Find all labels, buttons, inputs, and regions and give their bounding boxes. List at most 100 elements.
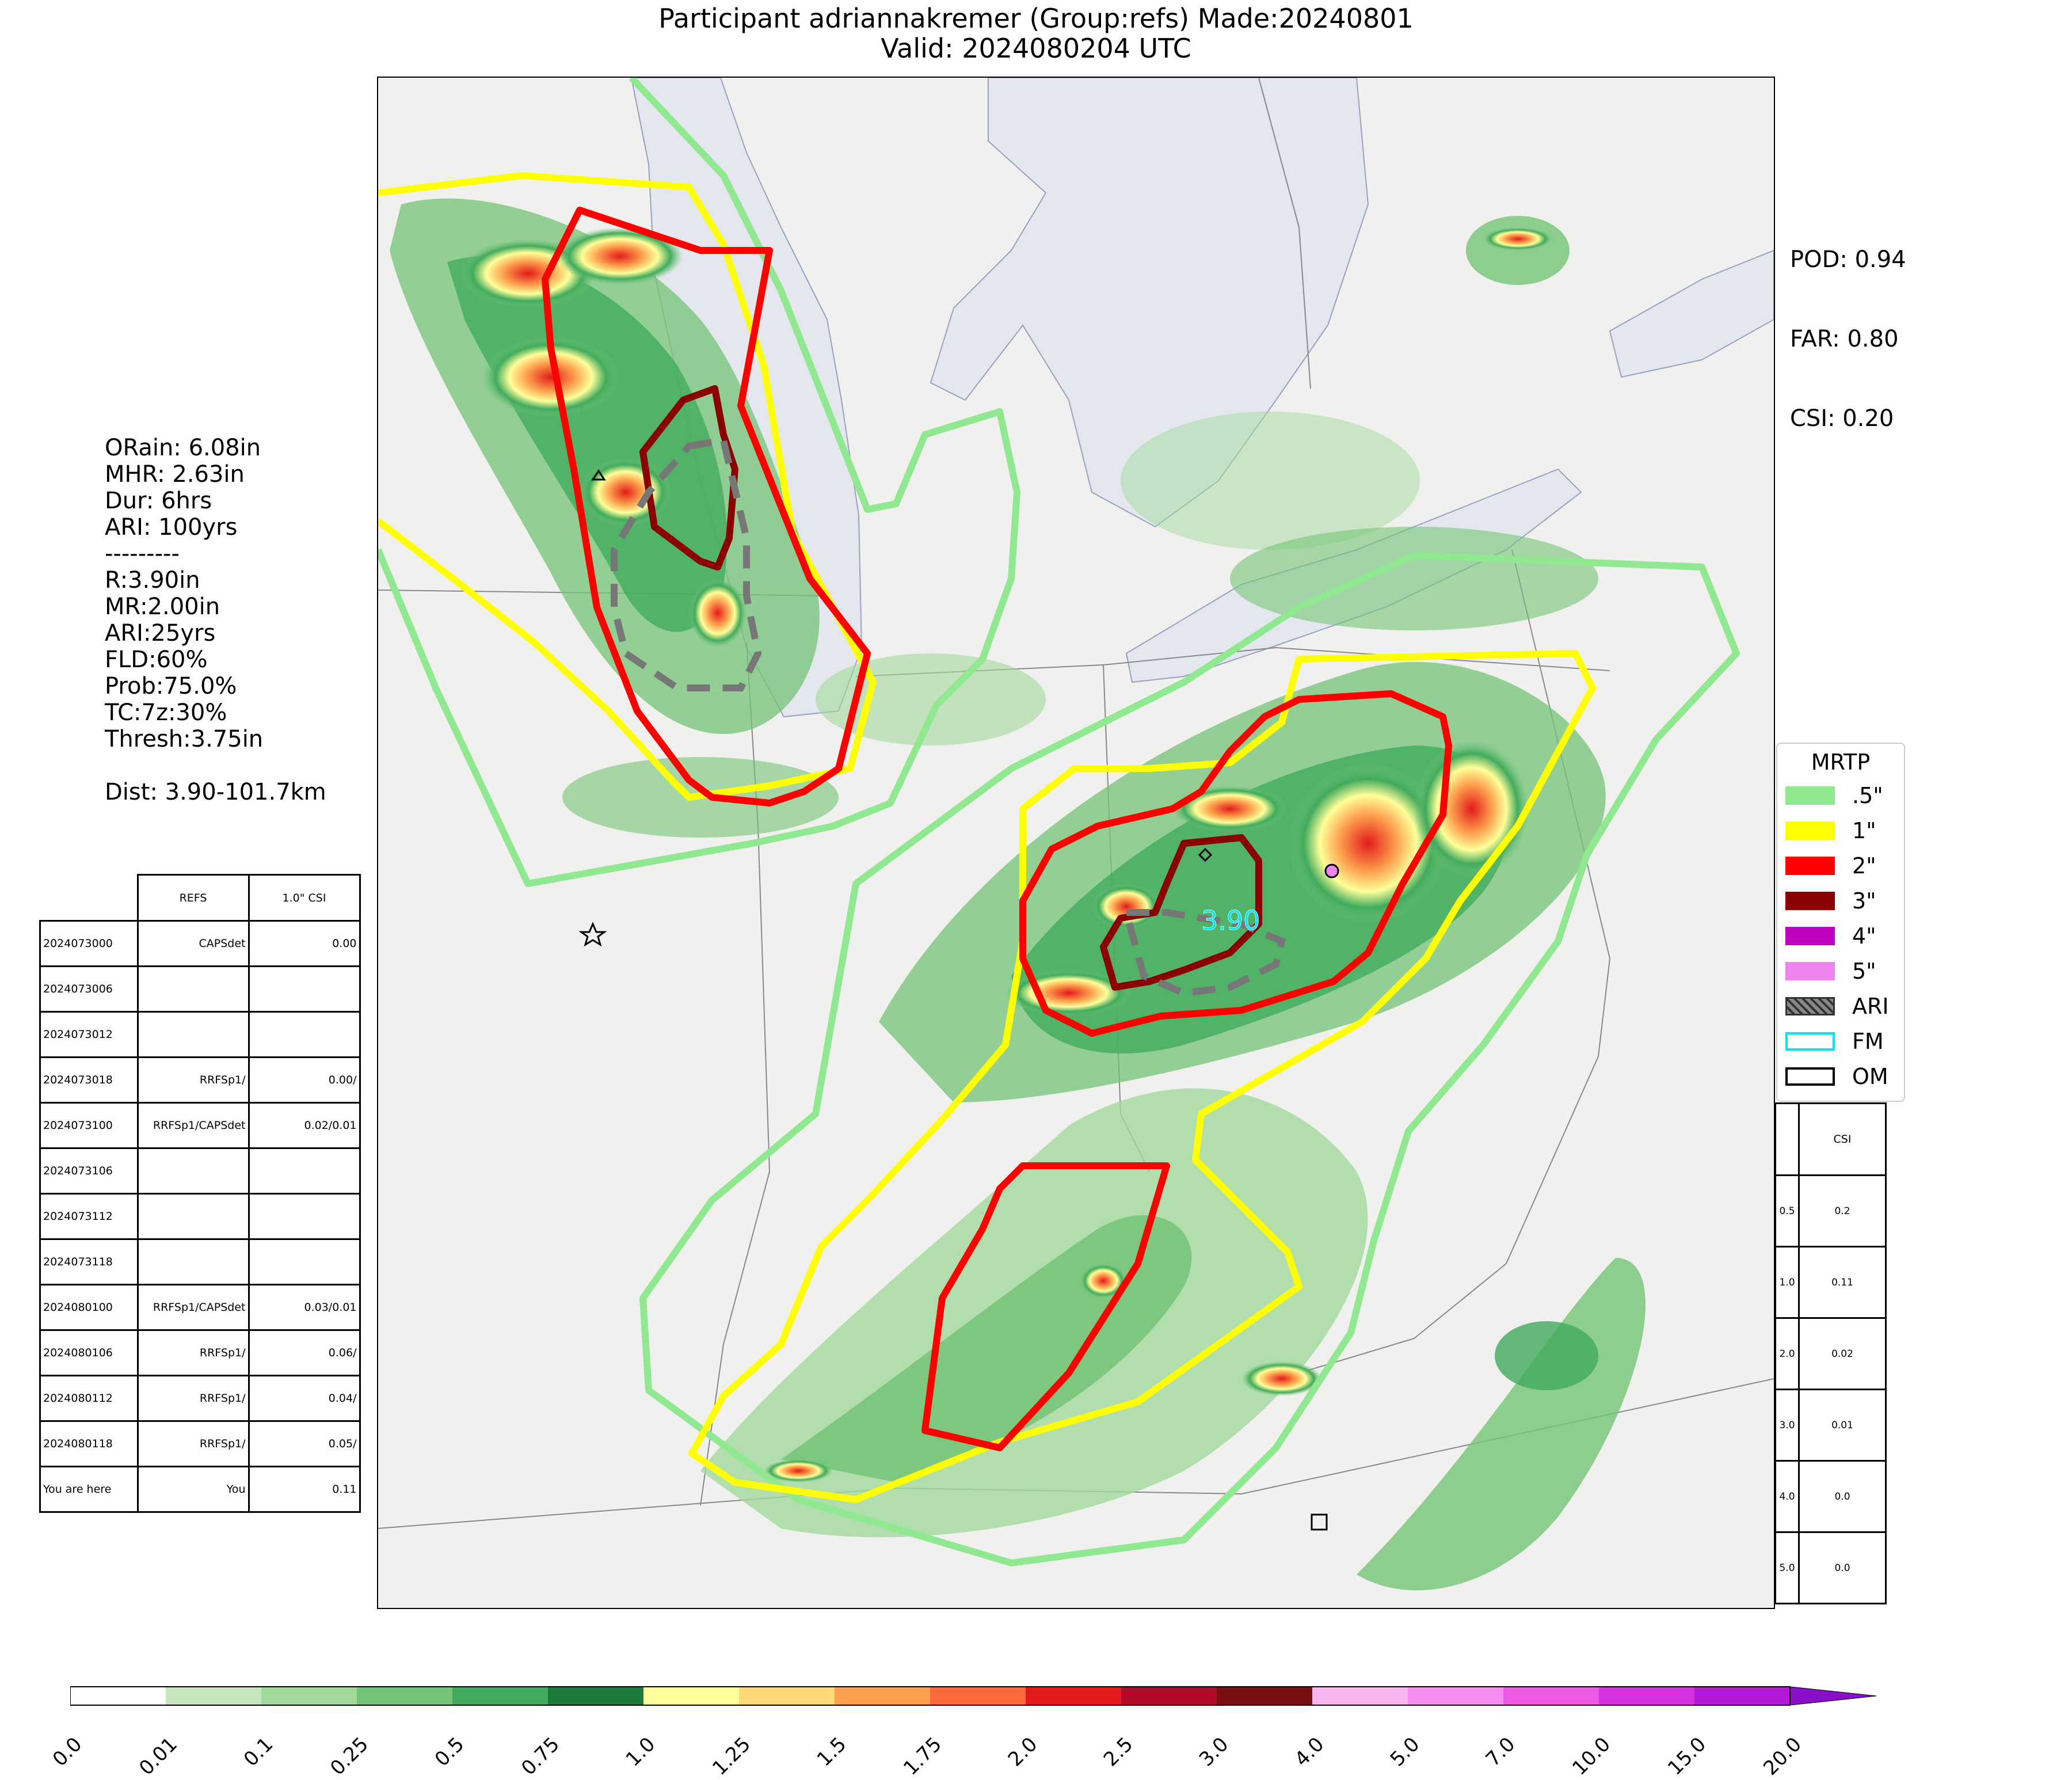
point-stat-line: MR:2.00in [105,594,220,620]
table-cell [136,965,250,1013]
colorbar-segment [1217,1687,1312,1705]
csi-value-cell: 0.0 [1798,1531,1887,1604]
colorbar-tick-label: 4.0 [1290,1733,1329,1771]
table-row: 2024080100 RRFSp1/CAPSdet 0.03/0.01 [39,1284,361,1331]
table-header-cell [40,874,139,922]
table-header-row: REFS 1.0" CSI [40,874,361,922]
colorbar-tick-label: 5.0 [1385,1733,1424,1771]
table-cell: 0.02/0.01 [247,1102,361,1149]
table-cell: 0.00 [247,920,361,967]
table-cell: 2024073112 [39,1193,139,1240]
csi-threshold-cell: 1.0 [1774,1246,1800,1319]
csi-row: 0.5 0.2 [1774,1174,1887,1247]
map-canvas: 3.90 [378,78,1774,1591]
table-row: 2024080112 RRFSp1/0.04/ [39,1375,361,1422]
csi-row: 2.0 0.02 [1774,1317,1887,1390]
far-score: FAR: 0.80 [1790,326,1899,352]
legend-item: OM [1785,1064,1888,1089]
legend-label: 4" [1852,923,1876,949]
colorbar-outline [70,1686,1791,1706]
table-cell [247,1147,361,1195]
table-cell [247,1193,361,1240]
csi-row: 4.0 0.0 [1774,1460,1887,1533]
ari-contours [611,436,1286,997]
point-stat-line: Thresh:3.75in [105,726,264,752]
colorbar-tick-label: 20.0 [1759,1733,1807,1780]
point-stat-line: ORain: 6.08in [105,435,261,461]
pod-score: POD: 0.94 [1790,246,1906,273]
csi-row: 3.0 0.01 [1774,1389,1887,1462]
csi-threshold-cell: 5.0 [1774,1531,1800,1604]
point-stat-line: Dist: 3.90-101.7km [105,779,326,805]
circle-marker [1324,864,1339,878]
csi-row: 1.0 0.11 [1774,1246,1887,1319]
colorbar-segment [548,1687,643,1705]
table-cell: CAPSdet [136,920,250,967]
point-markers [578,469,1339,1531]
csi-value-cell: 0.11 [1798,1246,1887,1319]
map-value-label: 3.90 [1201,905,1260,936]
table-cell [136,1147,250,1195]
colorbar-tick-label: 1.25 [708,1733,756,1780]
contour-2in [542,207,1452,1451]
table-cell: 0.05/ [247,1420,361,1467]
precip-central-band [879,661,1606,1102]
table-cell: RRFSp1/ [136,1329,250,1376]
point-stat-line: Prob:75.0% [105,673,237,699]
csi-value-cell: 0.2 [1798,1174,1887,1247]
colorbar-extend-arrow [1789,1686,1877,1706]
legend-swatch [1785,821,1835,840]
table-row: 2024080106 RRFSp1/0.06/ [39,1329,361,1376]
table-row: 2024073012 [39,1011,361,1058]
colorbar-tick-label: 0.5 [430,1733,469,1771]
legend-label: FM [1852,1029,1884,1054]
table-cell: You [136,1466,250,1513]
colorbar-tick-label: 2.5 [1099,1733,1138,1771]
colorbar-segment [1503,1687,1599,1705]
table-cell: 2024080118 [39,1420,139,1467]
table-cell: 2024073118 [39,1238,139,1285]
legend-item: 1" [1785,818,1876,843]
table-row: 2024073006 [39,965,361,1013]
colorbar-segment [452,1687,548,1705]
colorbar-tick-label: 0.0 [48,1733,87,1771]
legend-label: 5" [1852,959,1876,984]
legend-label: OM [1852,1064,1888,1089]
table-cell: 2024073012 [39,1011,139,1058]
point-stat-line: MHR: 2.63in [105,461,245,488]
table-cell: 2024073100 [39,1102,139,1149]
legend-label: 1" [1852,818,1876,843]
star-marker [578,922,607,947]
table-cell: RRFSp1/CAPSdet [136,1102,250,1149]
model-comparison-table: REFS 1.0" CSI 2024073000 CAPSdet 0.00 2024073… [39,874,361,1513]
colorbar-tick-label: 1.0 [621,1733,660,1771]
table-header-cell: REFS [136,874,250,922]
csi-value-cell: 0.0 [1798,1460,1887,1533]
table-row: 2024080118 RRFSp1/0.05/ [39,1420,361,1467]
colorbar-segment [357,1687,452,1705]
table-row: You are here You 0.11 [39,1466,361,1513]
legend-item: 4" [1785,923,1876,949]
legend-label: 2" [1852,853,1876,878]
square-marker [1311,1513,1328,1531]
legend-swatch [1785,1067,1835,1086]
colorbar-segment [1312,1687,1408,1705]
csi-header-cell: CSI [1798,1102,1887,1176]
verification-scores: POD: 0.94 FAR: 0.80 CSI: 0.20 [1790,193,1906,458]
legend-item: 3" [1785,888,1876,914]
precip-southern-band [700,1088,1646,1591]
colorbar-tick-label: 0.01 [135,1733,182,1780]
legend-item: FM [1785,1029,1884,1054]
colorbar-segment [643,1687,739,1705]
table-cell: 2024073106 [39,1147,139,1195]
colorbar-segment [70,1687,166,1705]
table-cell: 2024073018 [39,1056,139,1104]
point-stat-line: --------- [105,541,180,567]
legend-title: MRTP [1811,750,1871,775]
mrtp-legend: MRTP .5" 1" 2" 3" 4" 5" ARI FM OM [1776,743,1905,1102]
point-stat-line [105,752,326,779]
chart-valid-time: Valid: 2024080204 UTC [881,33,1191,64]
legend-swatch [1785,962,1835,980]
point-stat-line: TC:7z:30% [105,699,227,726]
table-cell: 2024080106 [39,1329,139,1376]
